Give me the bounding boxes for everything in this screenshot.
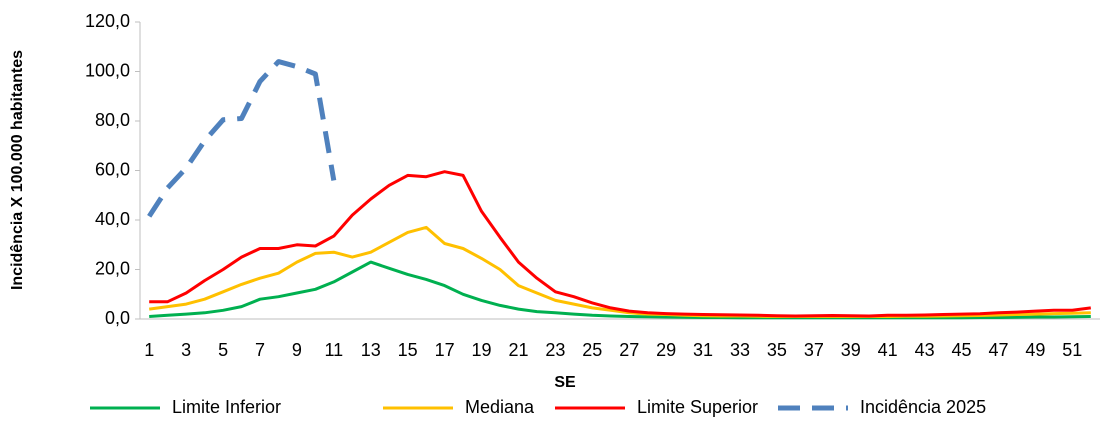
legend-label: Limite Superior bbox=[637, 397, 758, 417]
x-tick-label: 9 bbox=[292, 340, 302, 360]
x-tick-label: 15 bbox=[398, 340, 418, 360]
x-tick-label: 29 bbox=[656, 340, 676, 360]
series-line bbox=[149, 260, 1091, 320]
x-tick-label: 23 bbox=[545, 340, 565, 360]
x-tick-label: 5 bbox=[218, 340, 228, 360]
x-tick-label: 25 bbox=[582, 340, 602, 360]
x-tick-label: 11 bbox=[325, 340, 344, 360]
x-tick-label: 33 bbox=[730, 340, 750, 360]
x-tick-label: 49 bbox=[1025, 340, 1045, 360]
y-tick-label: 80,0 bbox=[95, 110, 130, 130]
series-line bbox=[149, 170, 1091, 318]
x-tick-label: 13 bbox=[361, 340, 381, 360]
x-tick-label: 21 bbox=[508, 340, 528, 360]
legend-label: Incidência 2025 bbox=[860, 397, 986, 417]
x-tick-label: 27 bbox=[619, 340, 639, 360]
x-tick-label: 37 bbox=[804, 340, 824, 360]
y-tick-label: 100,0 bbox=[85, 60, 130, 80]
x-tick-label: 41 bbox=[878, 340, 898, 360]
x-tick-label: 35 bbox=[767, 340, 787, 360]
x-tick-label: 7 bbox=[255, 340, 265, 360]
y-axis-title: Incidência X 100.000 habitantes bbox=[9, 50, 26, 290]
y-tick-label: 0,0 bbox=[105, 308, 130, 328]
x-tick-label: 47 bbox=[988, 340, 1008, 360]
x-tick-label: 1 bbox=[144, 340, 154, 360]
x-axis-title: SE bbox=[554, 374, 576, 391]
series-line bbox=[147, 59, 337, 218]
x-tick-label: 43 bbox=[915, 340, 935, 360]
x-tick-label: 45 bbox=[952, 340, 972, 360]
series-line bbox=[148, 225, 1091, 318]
x-tick-label: 51 bbox=[1062, 340, 1082, 360]
y-tick-label: 120,0 bbox=[85, 11, 130, 31]
y-tick-label: 40,0 bbox=[95, 209, 130, 229]
x-tick-label: 3 bbox=[181, 340, 191, 360]
y-tick-label: 20,0 bbox=[95, 258, 130, 278]
legend-label: Mediana bbox=[465, 397, 535, 417]
x-tick-label: 31 bbox=[693, 340, 713, 360]
legend-label: Limite Inferior bbox=[172, 397, 281, 417]
y-tick-label: 60,0 bbox=[95, 159, 130, 179]
x-tick-label: 39 bbox=[841, 340, 861, 360]
x-tick-label: 17 bbox=[435, 340, 455, 360]
x-tick-label: 19 bbox=[472, 340, 492, 360]
